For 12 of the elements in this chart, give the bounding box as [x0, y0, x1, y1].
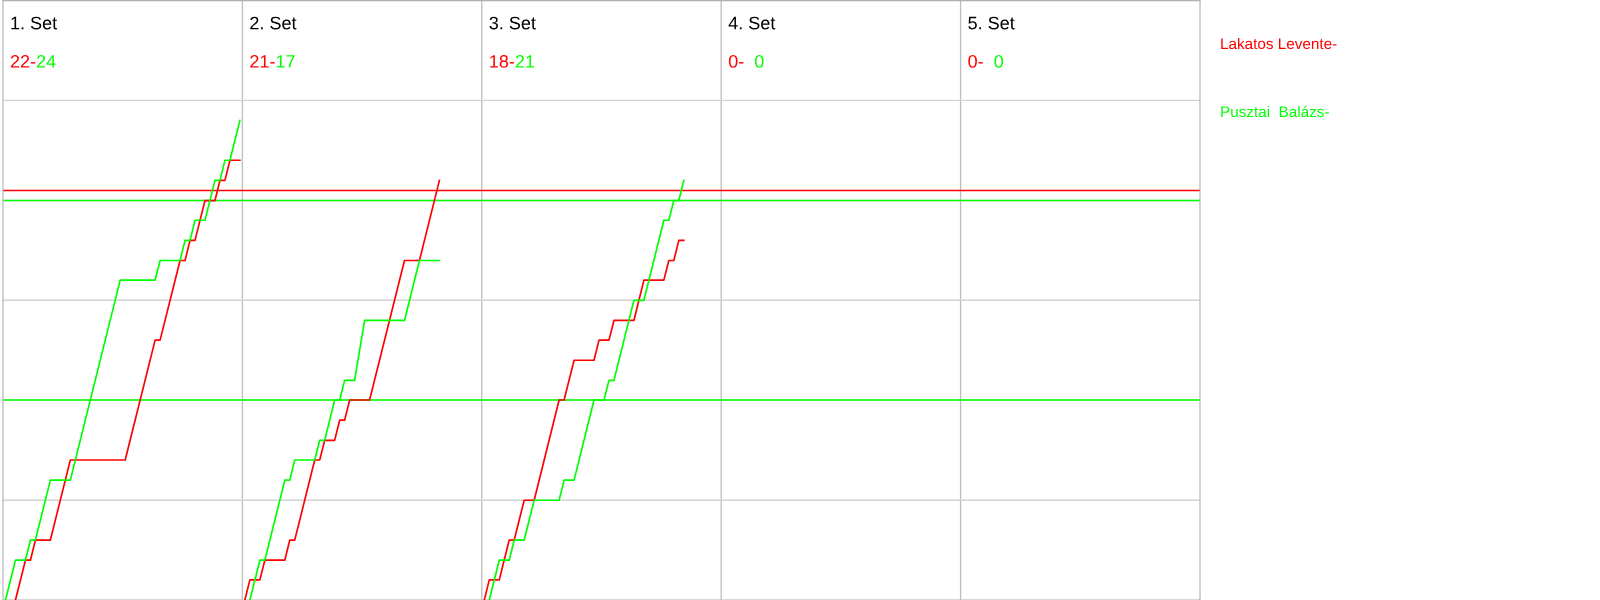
text: 4. Set — [728, 16, 776, 30]
text: Lakatos Levente- — [1221, 37, 1337, 50]
text: 3. Set — [489, 16, 536, 30]
text: 0- 0 — [968, 55, 1003, 68]
text: 2. Set — [250, 16, 297, 30]
text: Pusztai Balázs- — [1221, 105, 1329, 118]
text: 0- 0 — [728, 55, 764, 68]
text: 22-24 — [10, 55, 56, 68]
text: 5. Set — [968, 16, 1015, 30]
text: 1. Set — [11, 16, 58, 30]
text: 21-17 — [250, 55, 295, 68]
text: 18-21 — [490, 55, 535, 68]
